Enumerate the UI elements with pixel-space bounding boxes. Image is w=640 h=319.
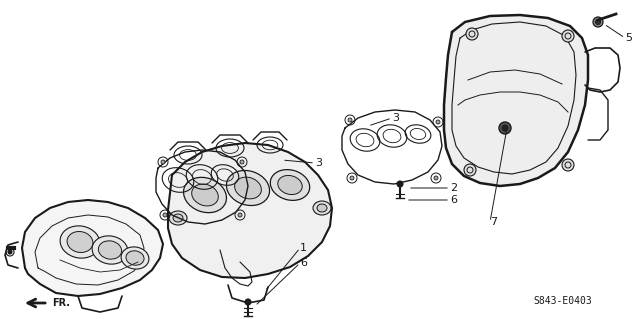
Ellipse shape xyxy=(126,251,144,265)
Ellipse shape xyxy=(238,213,242,217)
Ellipse shape xyxy=(240,160,244,164)
Text: FR.: FR. xyxy=(52,298,70,308)
Text: 6: 6 xyxy=(450,195,457,205)
Text: 6: 6 xyxy=(300,258,307,268)
Text: 1: 1 xyxy=(300,243,307,253)
Ellipse shape xyxy=(8,250,12,254)
Ellipse shape xyxy=(397,181,403,187)
Ellipse shape xyxy=(464,164,476,176)
Ellipse shape xyxy=(161,160,165,164)
Ellipse shape xyxy=(499,122,511,134)
Ellipse shape xyxy=(67,232,93,252)
Ellipse shape xyxy=(562,159,574,171)
Text: 2: 2 xyxy=(450,183,457,193)
Ellipse shape xyxy=(313,201,331,215)
Text: S843-E0403: S843-E0403 xyxy=(534,296,593,307)
Ellipse shape xyxy=(60,226,100,258)
Ellipse shape xyxy=(595,19,600,25)
Ellipse shape xyxy=(192,184,218,206)
Polygon shape xyxy=(444,15,588,186)
Ellipse shape xyxy=(436,120,440,124)
Ellipse shape xyxy=(169,211,187,225)
Ellipse shape xyxy=(270,170,310,200)
Ellipse shape xyxy=(227,170,269,205)
Text: 7: 7 xyxy=(490,217,497,227)
Ellipse shape xyxy=(466,28,478,40)
Ellipse shape xyxy=(173,214,183,222)
Polygon shape xyxy=(168,143,332,278)
Ellipse shape xyxy=(350,176,354,180)
Ellipse shape xyxy=(92,236,128,264)
Ellipse shape xyxy=(99,241,122,259)
Ellipse shape xyxy=(245,299,251,305)
Ellipse shape xyxy=(502,125,508,131)
Ellipse shape xyxy=(434,176,438,180)
Ellipse shape xyxy=(593,17,603,27)
Text: 3: 3 xyxy=(392,113,399,123)
Ellipse shape xyxy=(184,177,227,213)
Ellipse shape xyxy=(348,118,352,122)
Ellipse shape xyxy=(201,196,209,204)
Ellipse shape xyxy=(121,247,149,269)
Text: 5: 5 xyxy=(625,33,632,43)
Ellipse shape xyxy=(278,175,302,195)
Ellipse shape xyxy=(163,213,167,217)
Ellipse shape xyxy=(235,177,261,199)
Ellipse shape xyxy=(562,30,574,42)
Ellipse shape xyxy=(317,204,327,212)
Text: 3: 3 xyxy=(315,158,322,168)
Polygon shape xyxy=(22,200,163,296)
Ellipse shape xyxy=(198,193,212,207)
